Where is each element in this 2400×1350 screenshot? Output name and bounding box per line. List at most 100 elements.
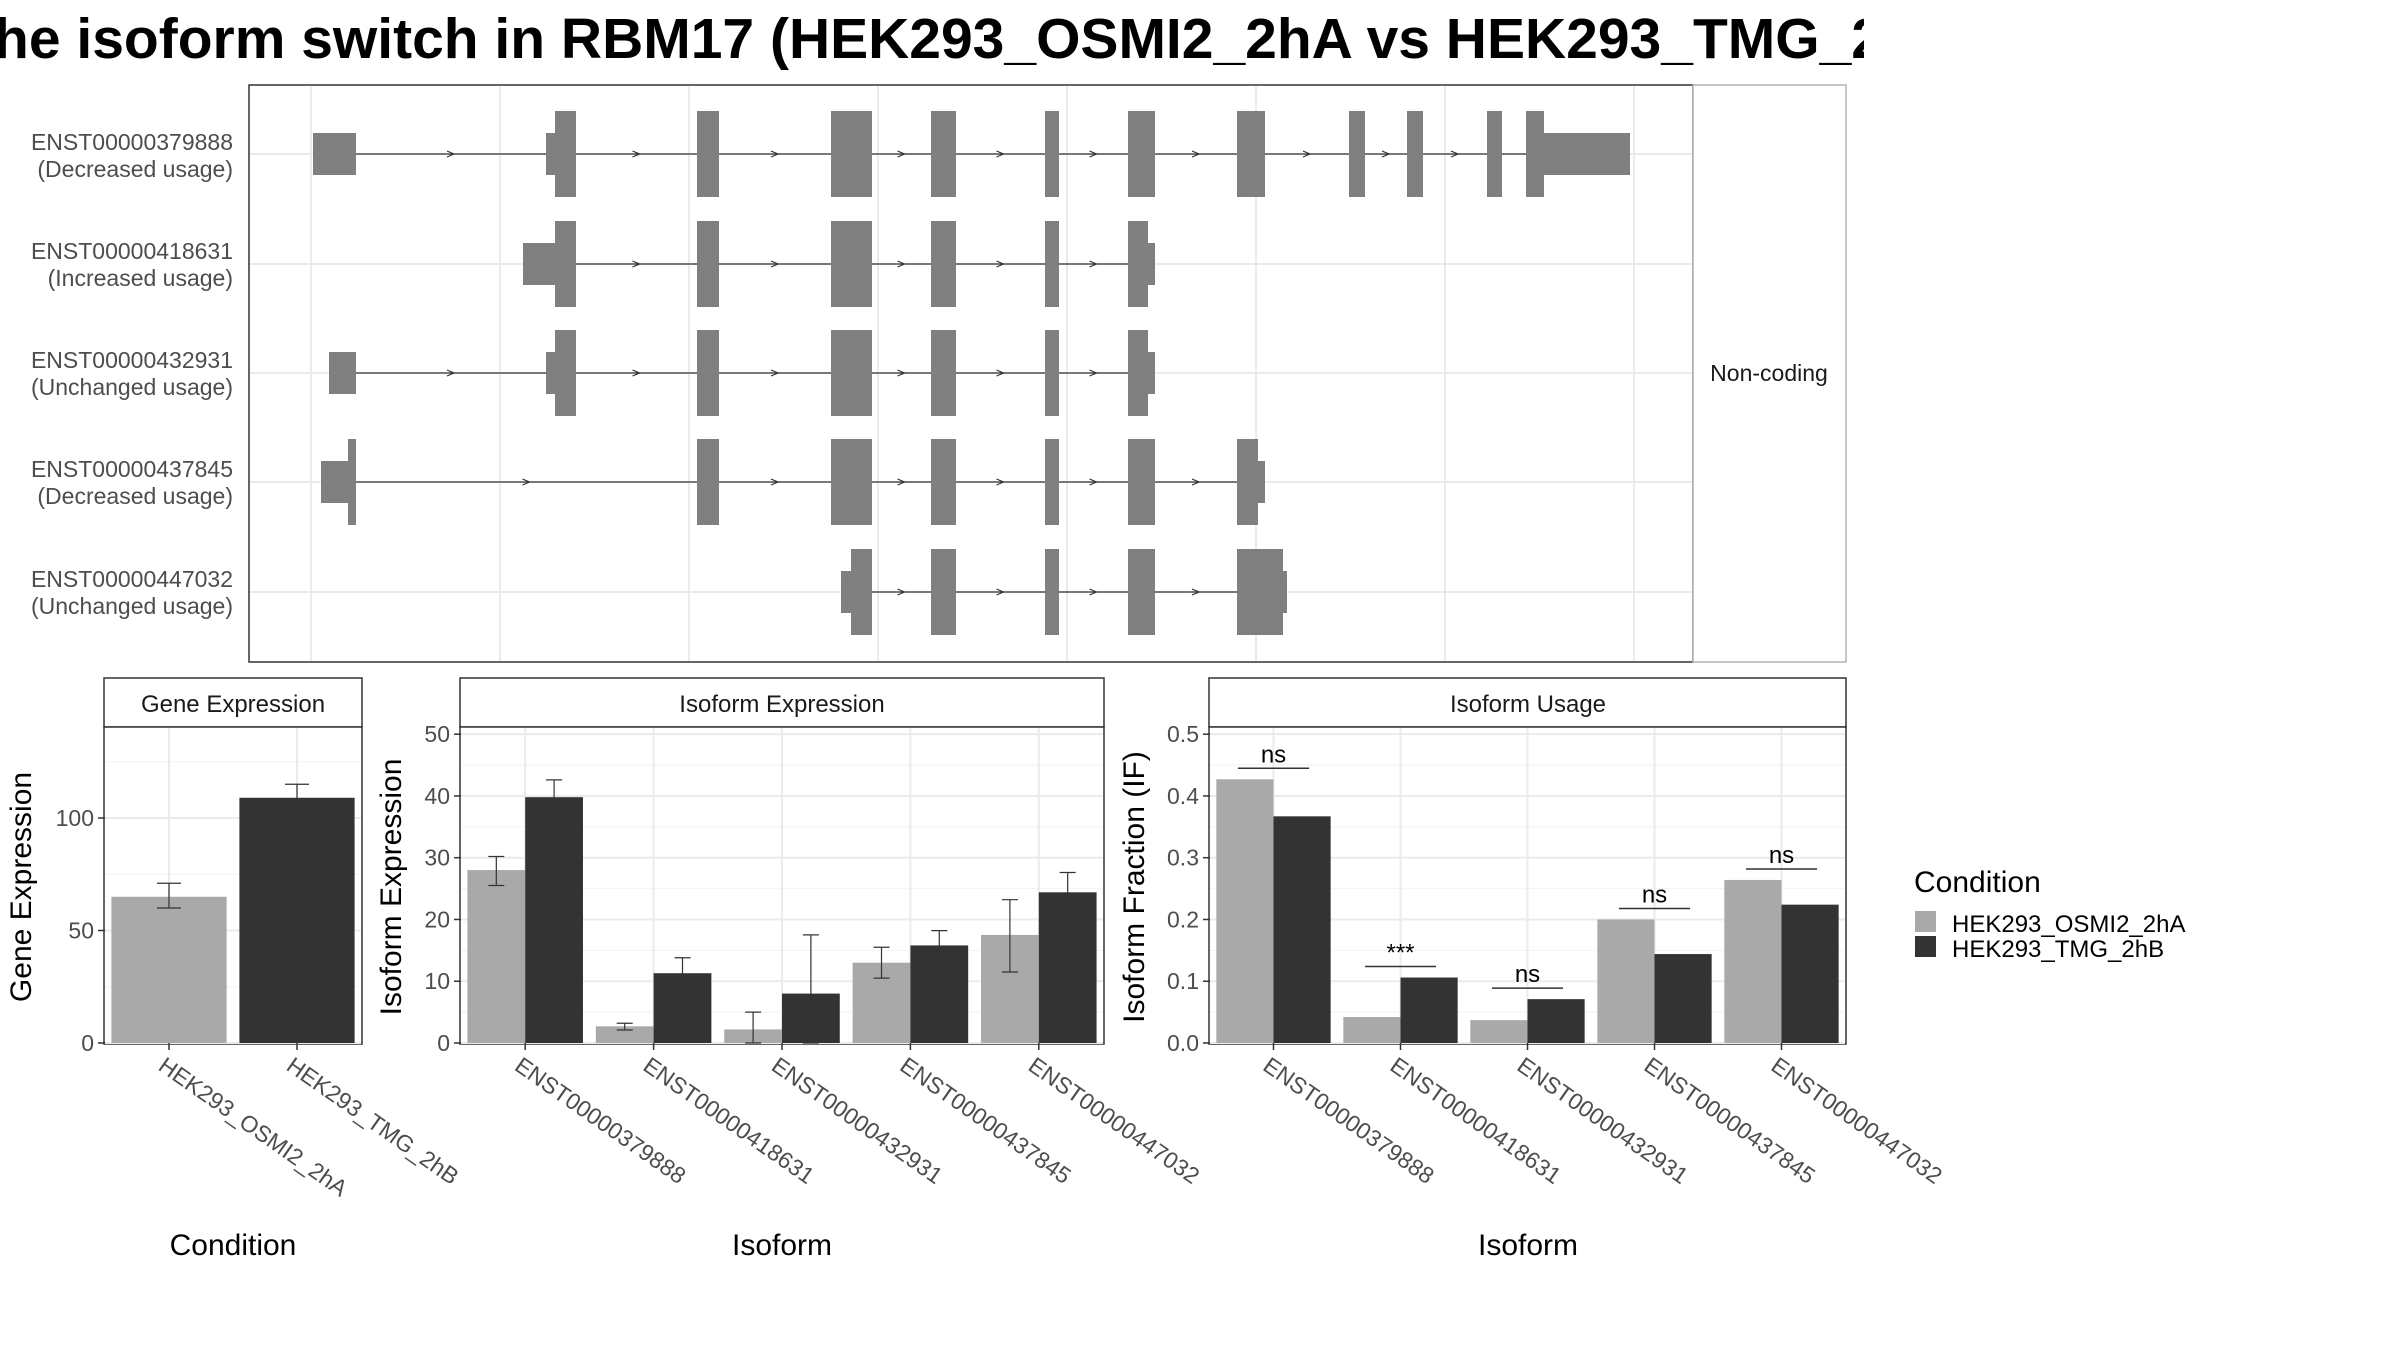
coding-exon [697, 439, 719, 525]
coding-exon [831, 330, 872, 416]
coding-exon [1045, 549, 1059, 635]
y-axis-title: Isoform Expression [375, 759, 408, 1016]
bar [1527, 999, 1585, 1043]
coding-exon [1128, 221, 1148, 307]
coding-exon [697, 111, 719, 197]
intron-arrow [996, 150, 1006, 158]
y-tick-label: 40 [424, 783, 450, 809]
legend-item-cond2: HEK293_TMG_2hB [1952, 936, 2164, 963]
bar [1216, 779, 1274, 1043]
significance-label: ns [1261, 741, 1286, 768]
legend-title: Condition [1914, 866, 2041, 899]
transcript-id-label: ENST00000418631 [31, 238, 233, 264]
transcript-id-label: ENST00000437845 [31, 456, 233, 482]
bar [467, 870, 526, 1043]
transcript-status-label: (Decreased usage) [37, 156, 233, 182]
gene-expression-panel: Gene Expression 050100HEK293_OSMI2_2hAHE… [5, 677, 464, 1262]
coding-exon [348, 439, 356, 525]
utr-exon [329, 352, 356, 394]
bar [1654, 954, 1712, 1043]
panel-strip [1208, 677, 1847, 728]
bar [595, 1026, 654, 1043]
y-axis-title: Gene Expression [5, 772, 38, 1002]
intron-arrow [1191, 588, 1201, 596]
x-axis-title: Isoform [732, 1229, 832, 1262]
intron-arrow [770, 150, 780, 158]
coding-exon [1128, 439, 1155, 525]
coding-exon [851, 549, 872, 635]
coding-exon [555, 221, 576, 307]
coding-exon [1526, 111, 1544, 197]
intron-arrow [1089, 369, 1099, 377]
utr-exon [321, 461, 348, 503]
intron-arrow [996, 478, 1006, 486]
bar [1343, 1017, 1401, 1043]
intron-arrow [1089, 478, 1099, 486]
y-tick-label: 0 [81, 1030, 94, 1056]
y-tick-label: 20 [424, 906, 450, 932]
panel-title: Isoform Usage [1450, 691, 1606, 718]
utr-exon [523, 243, 555, 285]
utr-exon [313, 133, 356, 175]
structure-panel: ENST00000379888 (Decreased usage) ENST00… [31, 84, 1847, 663]
figure-title: he isoform switch in RBM17 (HEK293_OSMI2… [0, 7, 1864, 71]
coding-exon [1045, 221, 1059, 307]
transcript-status-label: (Unchanged usage) [31, 374, 233, 400]
coding-exon [1487, 111, 1502, 197]
intron-arrow [1089, 260, 1099, 268]
transcript-labels: ENST00000379888 (Decreased usage) ENST00… [31, 129, 233, 619]
bar [1273, 816, 1331, 1043]
coding-exon [1349, 111, 1365, 197]
intron-arrow [1302, 150, 1312, 158]
coding-exon [555, 330, 576, 416]
exon-track [313, 111, 1630, 635]
intron-arrow [446, 150, 456, 158]
y-tick-label: 0.2 [1167, 906, 1199, 932]
y-tick-label: 100 [56, 805, 94, 831]
transcript-status-label: (Increased usage) [48, 265, 233, 291]
utr-exon [841, 571, 851, 613]
isoform-usage-panel: Isoform Usage 0.00.10.20.30.40.5ENST0000… [1118, 677, 1947, 1262]
bar [1724, 879, 1782, 1043]
isoform-expression-panel: Isoform Expression 01020304050ENST000003… [375, 677, 1204, 1262]
intron-arrow [897, 369, 907, 377]
intron-arrow [1089, 588, 1099, 596]
facet-label-noncoding: Non-coding [1710, 360, 1828, 386]
y-tick-label: 0.4 [1167, 783, 1199, 809]
intron-arrow [1191, 150, 1201, 158]
intron-arrow [770, 369, 780, 377]
intron-arrow [996, 369, 1006, 377]
transcript-id-label: ENST00000379888 [31, 129, 233, 155]
bar [1470, 1020, 1528, 1043]
coding-exon [697, 330, 719, 416]
legend: Condition HEK293_OSMI2_2hA HEK293_TMG_2h… [1914, 866, 2185, 963]
y-tick-label: 50 [424, 721, 450, 747]
bar [111, 896, 227, 1043]
bar [239, 797, 355, 1043]
y-tick-label: 0.0 [1167, 1030, 1199, 1056]
utr-exon [1544, 133, 1630, 175]
intron-arrow [522, 478, 532, 486]
x-axis-title: Condition [170, 1229, 297, 1262]
coding-exon [697, 221, 719, 307]
bar [1400, 977, 1458, 1043]
transcript-status-label: (Unchanged usage) [31, 593, 233, 619]
bar [525, 797, 583, 1043]
y-tick-label: 10 [424, 968, 450, 994]
coding-exon [1045, 111, 1059, 197]
y-tick-label: 0.1 [1167, 968, 1199, 994]
coding-exon [555, 111, 576, 197]
y-tick-label: 0.5 [1167, 721, 1199, 747]
coding-exon [931, 549, 956, 635]
utr-exon [1283, 571, 1287, 613]
utr-exon [1148, 243, 1155, 285]
coding-exon [1237, 111, 1265, 197]
intron-arrow [1191, 478, 1201, 486]
transcript-id-label: ENST00000432931 [31, 347, 233, 373]
x-axis-title: Isoform [1478, 1229, 1578, 1262]
intron-track [356, 150, 1526, 596]
facet-strip-noncoding [1692, 84, 1847, 663]
coding-exon [931, 330, 956, 416]
y-tick-label: 0 [437, 1030, 450, 1056]
